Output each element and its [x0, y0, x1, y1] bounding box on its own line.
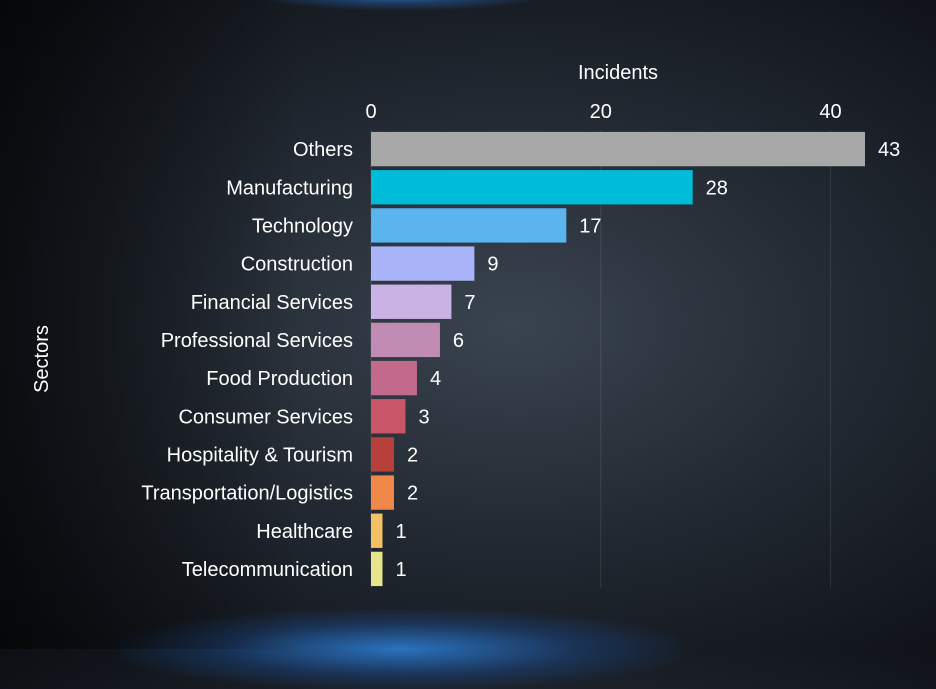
value-label: 7	[464, 292, 475, 314]
bar	[371, 322, 440, 358]
category-label: Telecommunication	[182, 559, 353, 581]
category-label: Professional Services	[161, 330, 353, 352]
bar	[371, 551, 383, 587]
bar	[371, 360, 417, 396]
category-label: Hospitality & Tourism	[167, 444, 353, 466]
bar	[371, 131, 865, 167]
left-shade	[0, 0, 300, 649]
bar	[371, 284, 452, 319]
grid-lines	[370, 130, 832, 588]
x-tick-label: 40	[819, 101, 841, 123]
bars	[371, 131, 865, 587]
category-label: Technology	[252, 215, 353, 237]
bar	[371, 475, 394, 510]
value-label: 28	[706, 177, 728, 199]
category-label: Food Production	[206, 368, 353, 390]
category-label: Manufacturing	[226, 177, 353, 199]
x-tick-labels: 0 20 40	[365, 101, 841, 123]
bar	[371, 437, 394, 472]
top-glow	[250, 0, 550, 10]
category-label: Construction	[241, 254, 353, 276]
category-label: Consumer Services	[178, 406, 353, 428]
x-tick-label: 20	[590, 101, 612, 123]
bar	[371, 208, 567, 243]
x-axis-label: Incidents	[578, 62, 658, 84]
x-tick-label: 0	[365, 101, 376, 123]
category-label: Financial Services	[191, 292, 353, 314]
value-label: 43	[878, 139, 900, 161]
category-label: Others	[293, 139, 353, 161]
value-label: 1	[395, 559, 406, 581]
bar	[371, 246, 475, 281]
value-label: 9	[487, 254, 498, 276]
bar	[371, 399, 406, 434]
bar	[371, 513, 383, 548]
value-label: 2	[407, 483, 418, 505]
category-label: Transportation/Logistics	[141, 483, 353, 505]
category-labels: Others Manufacturing Technology Constructio…	[141, 139, 353, 581]
value-label: 1	[395, 521, 406, 543]
value-label: 6	[453, 330, 464, 352]
value-label: 2	[407, 444, 418, 466]
bar	[371, 170, 693, 205]
value-label: 17	[579, 215, 601, 237]
bar-chart: 0 20 40 Others Manufacturing Technology Const…	[31, 62, 900, 588]
value-label: 3	[418, 406, 429, 428]
y-axis-label: Sectors	[31, 325, 53, 393]
category-label: Healthcare	[256, 521, 353, 543]
value-label: 4	[430, 368, 441, 390]
